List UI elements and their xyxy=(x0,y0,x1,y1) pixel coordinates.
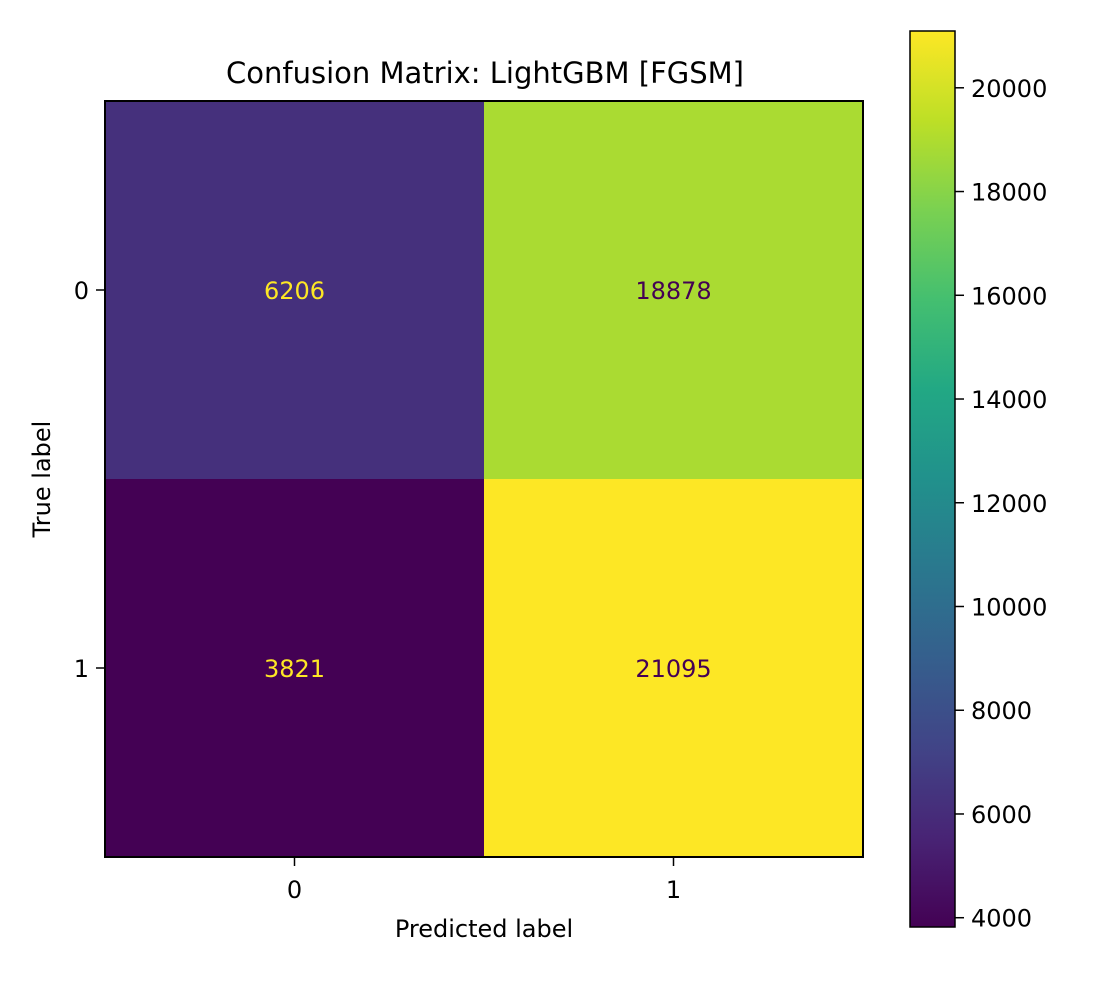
heatmap-cell xyxy=(484,479,864,858)
colorbar-tick-label: 16000 xyxy=(971,282,1047,310)
x-tick-label: 0 xyxy=(287,876,302,904)
cell-value-label: 18878 xyxy=(635,277,711,305)
chart-title: Confusion Matrix: LightGBM [FGSM] xyxy=(226,56,744,90)
colorbar-ticks: 4000 6000 8000 10000 12000 14000 16000 18000 200… xyxy=(955,75,1047,933)
heatmap-cells xyxy=(105,101,864,858)
colorbar-tick-label: 8000 xyxy=(971,697,1032,725)
heatmap-cell xyxy=(105,479,485,858)
colorbar-tick-label: 4000 xyxy=(971,905,1032,933)
heatmap-cell-labels: 6206 18878 3821 21095 xyxy=(264,277,712,683)
heatmap-cell xyxy=(484,101,864,480)
cell-value-label: 6206 xyxy=(264,277,325,305)
colorbar-tick-label: 10000 xyxy=(971,593,1047,621)
y-axis-label: True label xyxy=(28,421,56,539)
x-axis-label: Predicted label xyxy=(395,915,573,943)
y-tick-label: 0 xyxy=(74,277,89,305)
colorbar-tick-label: 6000 xyxy=(971,801,1032,829)
colorbar xyxy=(909,30,956,928)
plot-frame xyxy=(104,100,864,858)
cell-value-label: 3821 xyxy=(264,655,325,683)
colorbar-tick-label: 18000 xyxy=(971,179,1047,207)
colorbar-tick-label: 12000 xyxy=(971,490,1047,518)
y-axis-ticks: 01 xyxy=(74,277,105,683)
x-tick-label: 1 xyxy=(666,876,681,904)
heatmap-cell xyxy=(105,101,485,480)
y-tick-label: 1 xyxy=(74,655,89,683)
colorbar-tick-label: 20000 xyxy=(971,75,1047,103)
colorbar-tick-label: 14000 xyxy=(971,386,1047,414)
cell-value-label: 21095 xyxy=(635,655,711,683)
